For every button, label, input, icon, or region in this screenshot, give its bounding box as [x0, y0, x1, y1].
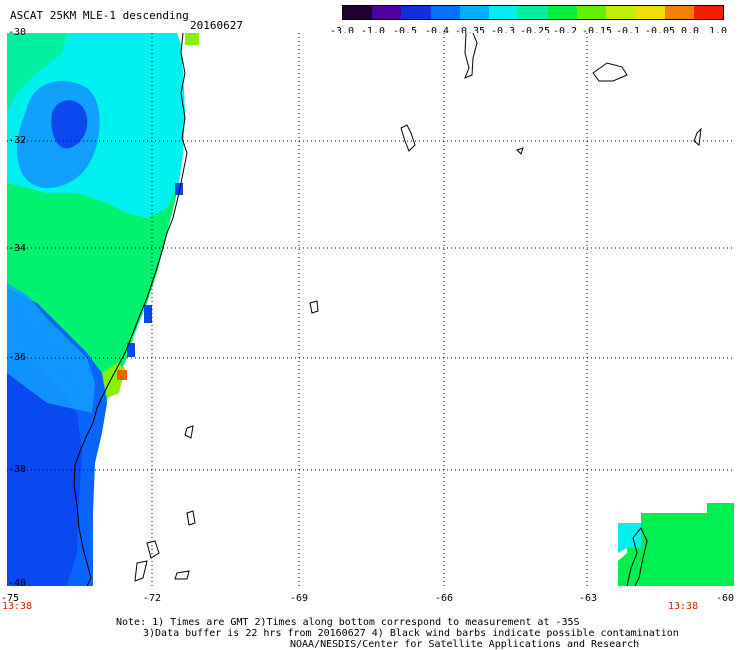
colorbar-tick: -0.5	[392, 26, 418, 37]
colorbar-swatch	[635, 6, 665, 19]
lat-label: -32	[8, 135, 27, 146]
lon-label: -60	[715, 593, 735, 604]
colorbar-tick: -0.35	[454, 26, 486, 37]
product-title: ASCAT 25KM MLE-1 descending	[10, 9, 189, 22]
lon-label: -72	[142, 593, 162, 604]
map-panel	[7, 33, 734, 586]
colorbar-tick: -0.2	[552, 26, 578, 37]
colorbar-swatch	[518, 6, 548, 19]
colorbar-swatch	[343, 6, 373, 19]
time-label-right: 13:38	[668, 601, 699, 612]
lon-label: -66	[434, 593, 454, 604]
lat-label: -34	[8, 243, 27, 254]
lat-label: -38	[8, 464, 27, 475]
lat-label: -40	[8, 578, 27, 589]
colorbar	[342, 5, 724, 20]
colorbar-tick: 0.0	[680, 26, 700, 37]
colorbar-swatch	[606, 6, 636, 19]
note-line-3: NOAA/NESDIS/Center for Satellite Applica…	[290, 639, 640, 650]
colorbar-tick: -0.15	[581, 26, 613, 37]
lon-label: -63	[578, 593, 598, 604]
colorbar-swatch	[489, 6, 519, 19]
colorbar-swatch	[372, 6, 402, 19]
lon-label: -69	[289, 593, 309, 604]
colorbar-swatch	[664, 6, 694, 19]
colorbar-swatch	[459, 6, 490, 19]
colorbar-tick: -0.4	[424, 26, 450, 37]
colorbar-swatch	[401, 6, 431, 19]
wind-field-left	[7, 33, 199, 586]
coastline	[73, 33, 702, 586]
colorbar-tick: -0.05	[644, 26, 676, 37]
colorbar-tick: -0.1	[615, 26, 641, 37]
colorbar-tick: 1.0	[708, 26, 728, 37]
colorbar-swatch	[693, 6, 724, 19]
note-line-1: Note: 1) Times are GMT 2)Times along bot…	[116, 617, 580, 628]
lat-label: -30	[8, 27, 27, 38]
graticule	[7, 33, 734, 586]
colorbar-swatch	[576, 6, 607, 19]
colorbar-tick: -1.0	[360, 26, 386, 37]
note-line-2: 3)Data buffer is 22 hrs from 20160627 4)…	[143, 628, 679, 639]
colorbar-tick: -3.0	[329, 26, 355, 37]
colorbar-tick: -0.3	[490, 26, 516, 37]
colorbar-swatch	[547, 6, 577, 19]
product-date: 20160627	[190, 19, 243, 32]
colorbar-swatch	[430, 6, 460, 19]
colorbar-tick: -0.25	[519, 26, 551, 37]
lat-label: -36	[8, 352, 27, 363]
lon-label: -75	[0, 593, 20, 604]
time-label-left: 13:38	[2, 601, 33, 612]
